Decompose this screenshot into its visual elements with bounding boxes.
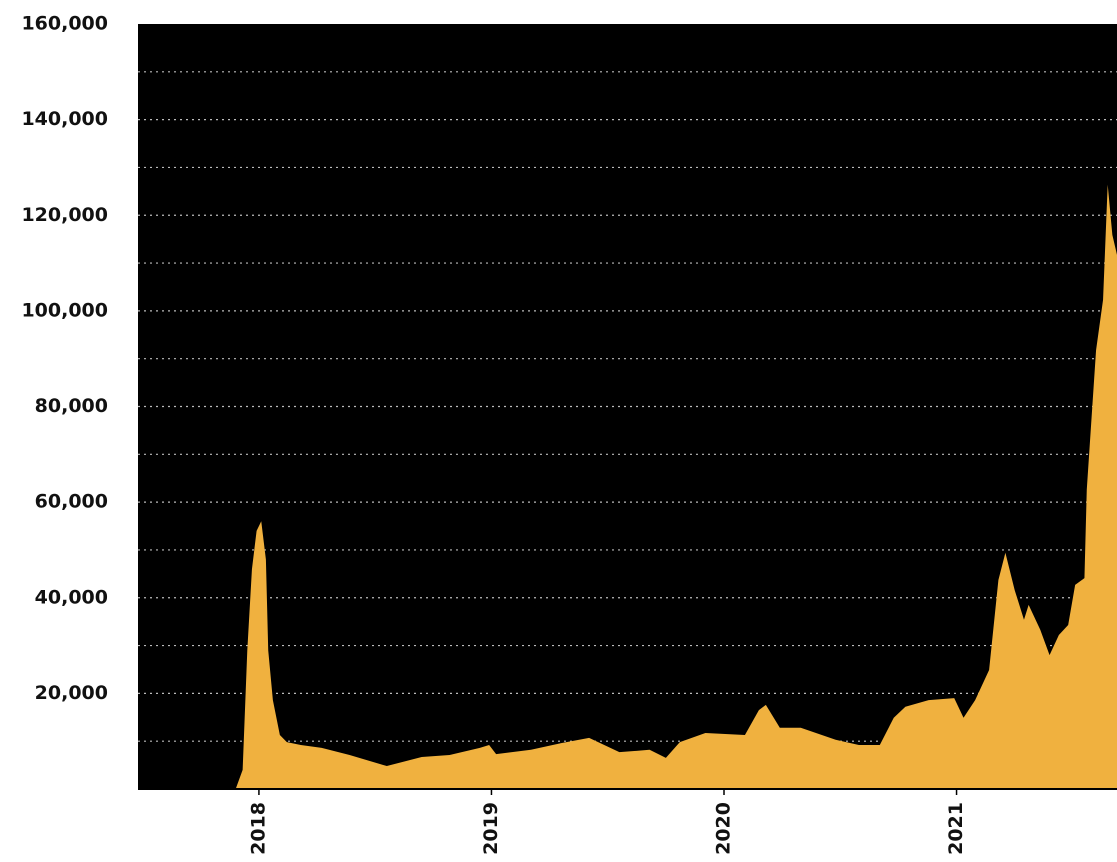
y-tick-label: 140,000 — [21, 108, 108, 130]
y-tick-label: 80,000 — [35, 395, 108, 417]
x-tick-label: 2019 — [480, 802, 502, 855]
y-tick-label: 60,000 — [35, 491, 108, 513]
y-tick-label: 100,000 — [21, 299, 108, 321]
x-tick-label: 2020 — [713, 802, 735, 855]
y-tick-label: 20,000 — [35, 682, 108, 704]
y-tick-label: 160,000 — [21, 13, 108, 35]
x-tick-label: 2021 — [945, 802, 967, 855]
y-tick-label: 40,000 — [35, 586, 108, 608]
plot-background — [138, 24, 1117, 789]
y-tick-label: 120,000 — [21, 204, 108, 226]
x-tick-label: 2018 — [247, 802, 269, 855]
area — [138, 184, 1117, 789]
